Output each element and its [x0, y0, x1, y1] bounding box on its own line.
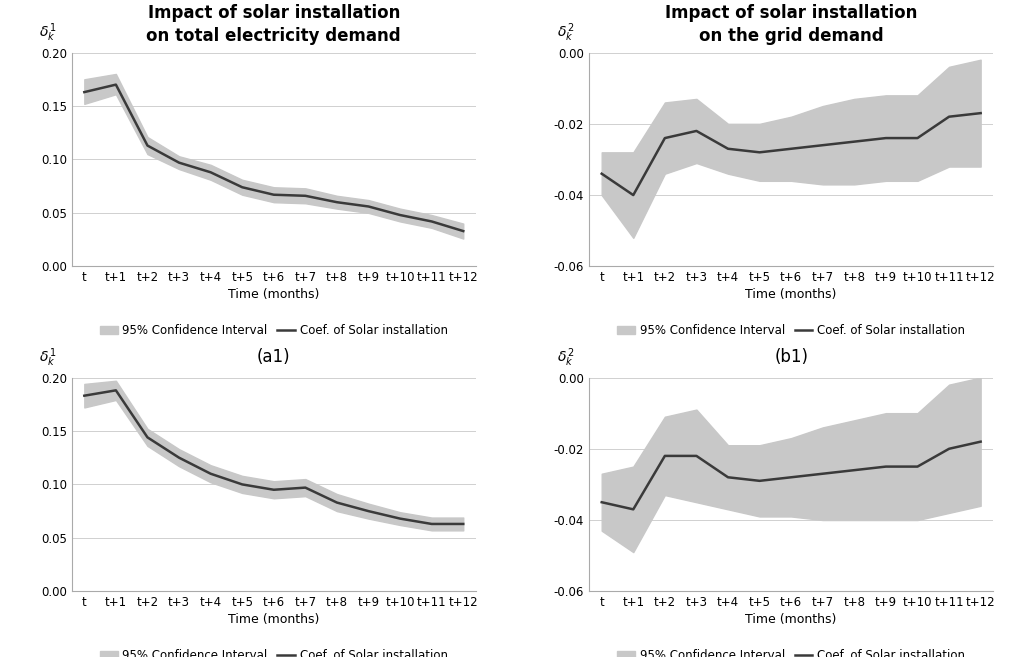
X-axis label: Time (months): Time (months) — [745, 614, 837, 626]
Legend: 95% Confidence Interval, Coef. of Solar installation: 95% Confidence Interval, Coef. of Solar … — [95, 319, 453, 342]
X-axis label: Time (months): Time (months) — [228, 614, 319, 626]
X-axis label: Time (months): Time (months) — [228, 288, 319, 302]
Title: Impact of solar installation
on total electricity demand: Impact of solar installation on total el… — [146, 4, 401, 45]
Text: $\delta_k^{\,1}$: $\delta_k^{\,1}$ — [39, 22, 57, 44]
Title: Impact of solar installation
on the grid demand: Impact of solar installation on the grid… — [665, 4, 918, 45]
Text: $\delta_k^{\,2}$: $\delta_k^{\,2}$ — [557, 22, 574, 44]
Text: (b1): (b1) — [774, 348, 808, 365]
Legend: 95% Confidence Interval, Coef. of Solar installation: 95% Confidence Interval, Coef. of Solar … — [95, 645, 453, 657]
Legend: 95% Confidence Interval, Coef. of Solar installation: 95% Confidence Interval, Coef. of Solar … — [612, 319, 970, 342]
Legend: 95% Confidence Interval, Coef. of Solar installation: 95% Confidence Interval, Coef. of Solar … — [612, 645, 970, 657]
X-axis label: Time (months): Time (months) — [745, 288, 837, 302]
Text: $\delta_k^{\,2}$: $\delta_k^{\,2}$ — [557, 346, 574, 369]
Text: $\delta_k^{\,1}$: $\delta_k^{\,1}$ — [39, 346, 57, 369]
Text: (a1): (a1) — [257, 348, 291, 365]
